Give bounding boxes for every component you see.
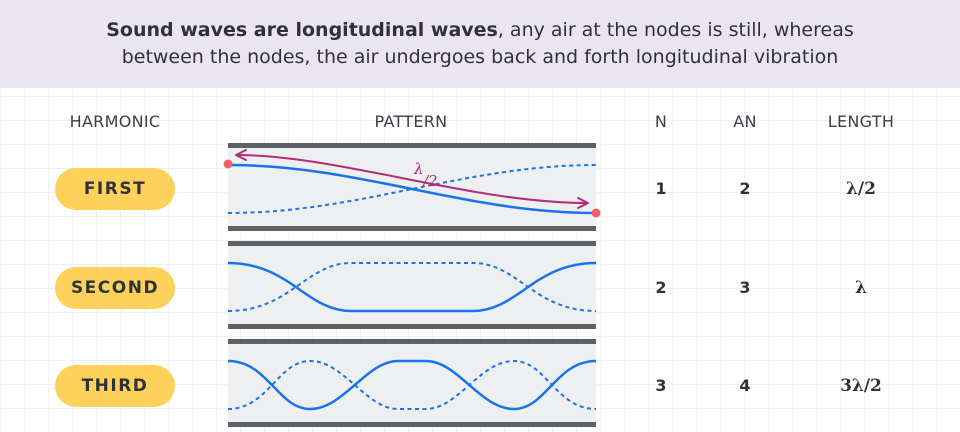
banner-line-1: Sound waves are longitudinal waves, any … (106, 17, 854, 44)
n-value-second: 2 (655, 278, 667, 297)
pipe-second (227, 241, 597, 329)
pipe-third-top-wall (228, 339, 596, 344)
half-label: /2 (421, 172, 438, 190)
wave-third-dashed (227, 359, 597, 410)
endpoint-left (223, 159, 233, 169)
length-value-second: λ (855, 278, 867, 298)
pipe-second-fill (228, 243, 596, 327)
banner-bold-text: Sound waves are longitudinal waves (106, 19, 498, 41)
header-an: AN (733, 112, 757, 131)
an-value-second: 3 (739, 278, 751, 297)
pipe-third-fill (228, 341, 596, 425)
banner-text-1: , any air at the nodes is still, whereas (497, 19, 854, 41)
length-value-third: 3λ/2 (840, 376, 882, 396)
endpoint-right (591, 208, 601, 218)
n-value-third: 3 (655, 376, 667, 395)
header-length: LENGTH (827, 112, 895, 131)
intro-banner: Sound waves are longitudinal waves, any … (0, 0, 960, 88)
an-value-third: 4 (739, 376, 751, 395)
lambda-label: λ (413, 160, 424, 178)
banner-line-2: between the nodes, the air undergoes bac… (121, 46, 839, 68)
header-harmonic: HARMONIC (69, 112, 161, 131)
pipe-first-top-wall (228, 143, 596, 148)
half-wavelength-annotation: λ /2 (223, 149, 601, 218)
pipe-first-bottom-wall (228, 226, 596, 231)
pipe-second-top-wall (228, 241, 596, 246)
pipe-second-bottom-wall (228, 324, 596, 329)
pipe-third-bottom-wall (228, 422, 596, 427)
half-wavelength-arrow (235, 154, 589, 204)
harmonic-pill-first: FIRST (55, 168, 175, 210)
wave-first-solid (227, 163, 597, 215)
wave-second-solid (227, 261, 597, 313)
header-pattern: PATTERN (374, 112, 448, 131)
harmonic-pill-third: THIRD (55, 365, 175, 407)
an-value-first: 2 (739, 179, 751, 198)
wave-third-solid (227, 359, 597, 411)
arrow-head-right (577, 197, 589, 209)
wave-second-dashed (227, 262, 597, 312)
harmonic-pill-second: SECOND (55, 267, 175, 309)
n-value-first: 1 (655, 179, 667, 198)
header-n: N (654, 112, 668, 131)
arrow-head-left (235, 149, 247, 161)
length-value-first: λ/2 (846, 179, 876, 199)
pipe-third (227, 339, 597, 427)
pipe-first (227, 143, 597, 231)
